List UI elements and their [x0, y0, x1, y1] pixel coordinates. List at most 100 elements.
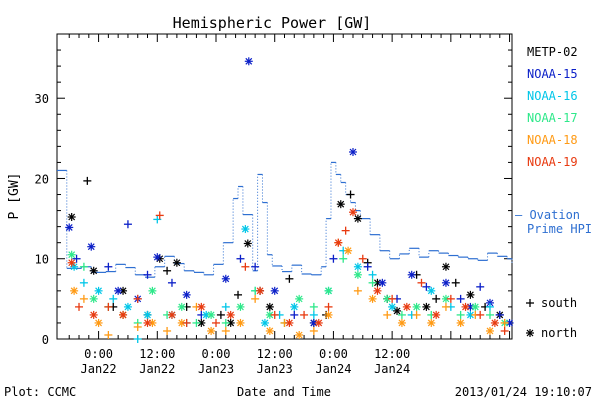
data-point-north: [143, 310, 152, 319]
data-point-north: [407, 270, 416, 279]
data-point-south: [133, 294, 142, 303]
data-point-north: [244, 57, 253, 66]
y-tick-label: 30: [35, 92, 49, 106]
data-point-south: [163, 266, 172, 275]
data-point-north: [207, 310, 216, 319]
hemisphere-marker-label: north: [541, 326, 577, 340]
x-axis-label: Date and Time: [237, 385, 331, 399]
data-point-north: [265, 326, 274, 335]
data-point-south: [83, 176, 92, 185]
data-point-north: [89, 294, 98, 303]
hpi-legend-line1: – Ovation: [515, 208, 580, 222]
x-tick-time-label: 0:00: [319, 347, 348, 361]
x-tick-date-label: Jan22: [139, 362, 175, 376]
data-point-north: [348, 147, 357, 156]
data-point-south: [456, 294, 465, 303]
data-point-north: [344, 246, 353, 255]
y-axis-ticks: 0 10 20 30: [35, 33, 512, 347]
data-point-north: [67, 258, 76, 267]
hpi-legend-line2: Prime HPI: [527, 222, 592, 236]
x-tick-time-label: 12:00: [139, 347, 175, 361]
data-point-north: [182, 290, 191, 299]
north-marker-symbol: [526, 329, 534, 337]
data-point-north: [334, 238, 343, 247]
data-point-south: [155, 211, 164, 220]
data-point-north: [114, 286, 123, 295]
data-point-north: [427, 286, 436, 295]
data-point-north: [260, 318, 269, 327]
data-point-south: [485, 310, 494, 319]
data-point-south: [236, 254, 245, 263]
data-point-north: [221, 274, 230, 283]
data-point-north: [324, 310, 333, 319]
data-point-north: [348, 208, 357, 217]
plot-timestamp: 2013/01/24 19:10:07: [455, 385, 592, 399]
hemisphere-markers: south north: [526, 296, 577, 340]
data-point-north: [177, 302, 186, 311]
data-point-south: [104, 302, 113, 311]
data-point-south: [495, 310, 504, 319]
data-point-south: [123, 220, 132, 229]
data-point-north: [466, 290, 475, 299]
data-point-north: [456, 318, 465, 327]
data-point-south: [339, 254, 348, 263]
data-point-south: [309, 326, 318, 335]
x-tick-time-label: 12:00: [374, 347, 410, 361]
data-point-north: [485, 298, 494, 307]
data-point-south: [153, 215, 162, 224]
data-point-south: [163, 326, 172, 335]
data-point-south: [221, 318, 230, 327]
data-point-north: [378, 278, 387, 287]
data-point-south: [234, 290, 243, 299]
data-point-south: [363, 262, 372, 271]
chart-title: Hemispheric Power [GW]: [173, 14, 372, 32]
data-point-north: [270, 286, 279, 295]
data-point-north: [402, 302, 411, 311]
data-point-south: [500, 326, 509, 335]
y-axis-label: P [GW]: [7, 173, 22, 220]
data-point-south: [216, 310, 225, 319]
data-point-north: [485, 326, 494, 335]
data-point-south: [167, 278, 176, 287]
x-tick-time-label: 0:00: [84, 347, 113, 361]
data-point-north: [153, 253, 162, 262]
data-point-south: [221, 326, 230, 335]
data-point-south: [341, 226, 350, 235]
data-point-south: [358, 254, 367, 263]
data-point-south: [446, 294, 455, 303]
data-point-north: [119, 286, 128, 295]
data-point-south: [397, 310, 406, 319]
data-point-north: [490, 318, 499, 327]
data-point-north: [324, 286, 333, 295]
hemisphere-marker-label: south: [541, 296, 577, 310]
satellite-data-points: [65, 57, 514, 343]
data-point-north: [87, 242, 96, 251]
legend-entry: NOAA-17: [527, 111, 578, 125]
data-point-north: [461, 302, 470, 311]
data-point-north: [226, 310, 235, 319]
y-tick-label: 0: [42, 333, 49, 347]
legend-entry: NOAA-15: [527, 67, 578, 81]
data-point-north: [373, 286, 382, 295]
data-point-south: [346, 190, 355, 199]
x-tick-date-label: Jan23: [257, 362, 293, 376]
data-point-south: [432, 294, 441, 303]
data-point-north: [207, 326, 216, 335]
data-point-north: [148, 286, 157, 295]
data-point-south: [79, 294, 88, 303]
data-point-south: [72, 254, 81, 263]
data-point-south: [300, 310, 309, 319]
south-marker-symbol: [526, 299, 534, 307]
y-tick-label: 10: [35, 253, 49, 267]
data-point-south: [476, 282, 485, 291]
data-point-south: [441, 302, 450, 311]
data-point-south: [241, 262, 250, 271]
legend-entry: NOAA-19: [527, 155, 578, 169]
plot-credit: Plot: CCMC: [4, 385, 76, 399]
data-point-north: [412, 302, 421, 311]
data-point-north: [427, 318, 436, 327]
x-tick-date-label: Jan22: [81, 362, 117, 376]
data-point-south: [383, 310, 392, 319]
data-point-south: [221, 302, 230, 311]
data-point-north: [353, 270, 362, 279]
